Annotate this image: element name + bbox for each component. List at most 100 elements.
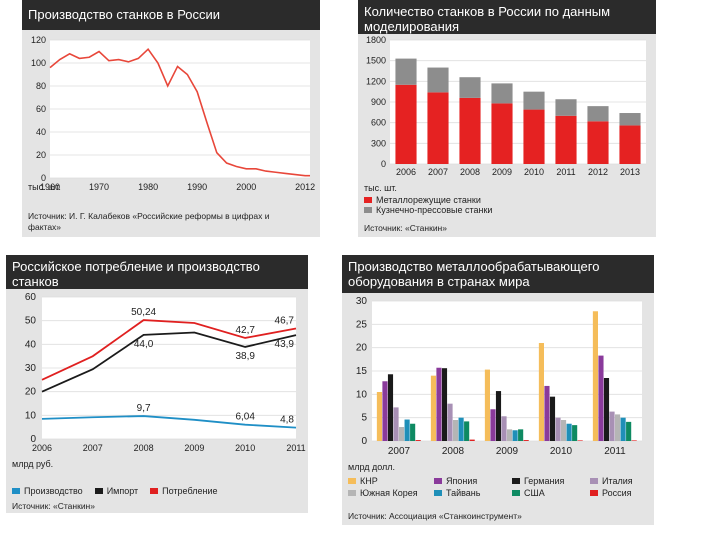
bar-forging-pressing [491, 83, 513, 104]
y-tick-label: 40 [36, 127, 46, 137]
legend-item: Южная Корея [348, 488, 434, 498]
x-tick-label: 2000 [236, 182, 256, 192]
bar-metal-cutting [395, 84, 417, 164]
bar-forging-pressing [523, 91, 545, 110]
y-tick-label: 10 [356, 389, 368, 400]
x-tick-label: 2012 [588, 167, 608, 177]
bar-germany [441, 368, 448, 441]
y-tick-label: 80 [36, 81, 46, 91]
y-tick-label: 20 [36, 150, 46, 160]
x-tick-label: 2008 [460, 167, 480, 177]
bar-china [538, 343, 544, 441]
series-line-consumption [41, 319, 297, 381]
bar-japan [436, 367, 442, 441]
y-tick-label: 15 [356, 366, 368, 377]
legend-swatch [434, 478, 442, 484]
chart-panel-world-production: Производство металлообрабатывающего обор… [342, 255, 654, 525]
bar-russia [523, 440, 529, 441]
series-line-import [41, 331, 297, 393]
y-unit-label: млрд руб. [12, 459, 54, 469]
y-tick-label: 30 [25, 363, 37, 374]
data-label: 46,7 [275, 315, 295, 326]
y-unit-label: тыс. шт. [364, 183, 397, 193]
bar-russia [469, 439, 475, 441]
y-tick-label: 120 [31, 35, 46, 45]
bar-italy [501, 416, 507, 441]
x-tick-label: 2010 [550, 446, 573, 457]
data-label: 4,8 [280, 415, 294, 426]
x-tick-label: 2009 [492, 167, 512, 177]
legend-swatch [590, 490, 598, 496]
legend-swatch [348, 478, 356, 484]
y-tick-label: 0 [41, 173, 46, 183]
y-tick-label: 30 [356, 296, 368, 307]
x-tick-label: 1990 [187, 182, 207, 192]
bar-chart-machine-count: 0 300 600 900 1200 1500 1800 2006 2007 2008 2009 20… [366, 35, 646, 177]
legend-swatch [12, 488, 20, 494]
series-line-production [41, 415, 297, 429]
bar-south-korea [453, 420, 459, 441]
legend-swatch [150, 488, 159, 494]
bar-japan [382, 381, 388, 441]
bar-forging-pressing [619, 113, 641, 126]
bar-china [592, 311, 598, 441]
legend-swatch [512, 478, 520, 484]
bar-south-korea [399, 427, 405, 441]
y-tick-label: 10 [25, 410, 37, 421]
bar-germany [603, 378, 610, 441]
bar-japan [598, 355, 604, 441]
y-tick-label: 60 [36, 104, 46, 114]
bar-metal-cutting [491, 103, 513, 164]
chart-panel-machine-count: Количество станков в России по данным мо… [358, 0, 656, 237]
bar-south-korea [507, 429, 513, 441]
bar-usa [518, 429, 524, 441]
bar-italy [447, 403, 453, 441]
bar-russia [577, 440, 583, 441]
bar-usa [410, 423, 416, 441]
data-label: 42,7 [235, 325, 255, 336]
y-unit-label: млрд долл. [348, 462, 396, 472]
legend: Металлорежущие станки Кузнечно-прессовые… [364, 195, 492, 215]
y-tick-label: 40 [25, 339, 37, 350]
legend-item: Германия [512, 476, 590, 486]
legend-item: Япония [434, 476, 512, 486]
legend-swatch [364, 197, 372, 203]
legend-item: США [512, 488, 590, 498]
y-tick-label: 0 [381, 159, 386, 169]
chart-title: Российское потребление и производство ст… [6, 255, 308, 289]
x-tick-label: 1980 [138, 182, 158, 192]
bar-usa [572, 425, 578, 441]
legend-item: Тайвань [434, 488, 512, 498]
chart-source: Источник: «Станкин» [12, 501, 95, 511]
bar-taiwan [458, 417, 464, 441]
y-unit-label: тыс. шт. [28, 182, 61, 192]
bar-chart-world-production: 0 5 10 15 20 25 30 2007 2008 2009 2010 2011 [356, 296, 642, 457]
bar-italy [393, 407, 399, 441]
bar-metal-cutting [427, 92, 449, 164]
y-tick-label: 0 [361, 436, 367, 447]
y-tick-label: 60 [25, 292, 37, 303]
x-tick-label: 2012 [295, 182, 315, 192]
bar-japan [490, 409, 496, 441]
x-tick-label: 2007 [388, 446, 411, 457]
x-tick-label: 2006 [32, 443, 52, 453]
legend-swatch [348, 490, 356, 496]
x-tick-label: 2010 [235, 443, 255, 453]
data-label: 44,0 [134, 339, 154, 350]
bar-forging-pressing [427, 67, 449, 93]
chart-panel-consumption: Российское потребление и производство ст… [6, 255, 308, 513]
bar-taiwan [566, 423, 572, 441]
legend-item: Потребление [150, 486, 217, 496]
bar-usa [464, 421, 470, 441]
x-tick-label: 1970 [89, 182, 109, 192]
chart-title: Производство станков в России [22, 0, 320, 30]
chart-source: Источник: Ассоциация «Станкоинструмент» [348, 511, 522, 521]
legend-item: Россия [590, 488, 654, 498]
data-label: 38,9 [235, 351, 255, 362]
x-tick-label: 2009 [184, 443, 204, 453]
data-label: 9,7 [137, 403, 151, 414]
x-tick-label: 2008 [442, 446, 465, 457]
bar-forging-pressing [395, 58, 417, 85]
bar-germany [387, 374, 394, 441]
bar-forging-pressing [459, 77, 481, 98]
